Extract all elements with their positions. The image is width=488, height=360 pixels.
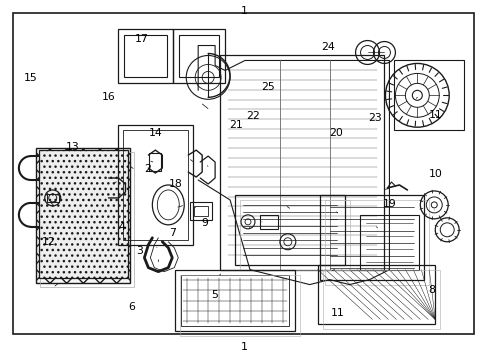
Bar bbox=[36, 148, 130, 283]
Text: 22: 22 bbox=[246, 111, 260, 121]
Text: 5: 5 bbox=[210, 290, 217, 300]
Bar bbox=[118, 28, 173, 84]
Bar bbox=[324, 200, 428, 285]
Bar bbox=[359, 215, 419, 270]
Bar bbox=[194, 206, 208, 216]
Text: 9: 9 bbox=[201, 218, 207, 228]
Text: 19: 19 bbox=[382, 199, 396, 210]
Text: 10: 10 bbox=[427, 168, 442, 179]
Text: 14: 14 bbox=[149, 128, 163, 138]
Text: 24: 24 bbox=[321, 42, 334, 51]
Bar bbox=[260, 215, 277, 229]
Text: 16: 16 bbox=[102, 92, 116, 102]
Text: 20: 20 bbox=[328, 128, 342, 138]
Bar bbox=[13, 13, 473, 334]
Text: 8: 8 bbox=[427, 285, 435, 296]
Bar bbox=[47, 194, 59, 202]
Text: 11: 11 bbox=[427, 110, 442, 120]
Text: 25: 25 bbox=[261, 82, 274, 93]
Bar bbox=[317, 265, 434, 324]
Text: 2: 2 bbox=[144, 163, 151, 174]
Text: 7: 7 bbox=[169, 228, 176, 238]
Text: 11: 11 bbox=[330, 309, 344, 318]
Bar bbox=[240, 200, 349, 270]
Bar bbox=[179, 35, 219, 77]
Text: 23: 23 bbox=[367, 113, 381, 123]
Text: 17: 17 bbox=[134, 35, 148, 44]
Bar bbox=[220, 55, 384, 270]
Bar bbox=[190, 202, 212, 220]
Bar bbox=[118, 125, 193, 245]
Bar bbox=[40, 152, 134, 287]
Bar bbox=[175, 270, 294, 332]
Bar bbox=[322, 270, 439, 329]
Bar bbox=[123, 130, 188, 240]
Text: 3: 3 bbox=[136, 246, 143, 256]
Bar bbox=[173, 28, 224, 84]
Bar bbox=[181, 275, 288, 327]
Bar bbox=[124, 35, 167, 77]
Text: 6: 6 bbox=[128, 302, 135, 312]
Text: 18: 18 bbox=[168, 179, 182, 189]
Text: 1: 1 bbox=[240, 342, 247, 352]
Bar bbox=[235, 195, 344, 265]
Bar bbox=[39, 150, 128, 278]
Text: 4: 4 bbox=[118, 222, 125, 232]
Text: 12: 12 bbox=[41, 237, 56, 247]
Bar bbox=[394, 60, 463, 130]
Bar bbox=[180, 275, 299, 336]
Text: 1: 1 bbox=[241, 6, 247, 17]
Text: 21: 21 bbox=[228, 121, 242, 130]
Text: 15: 15 bbox=[24, 73, 38, 83]
Bar bbox=[149, 153, 161, 171]
Text: 13: 13 bbox=[66, 142, 80, 152]
Bar bbox=[319, 195, 424, 280]
